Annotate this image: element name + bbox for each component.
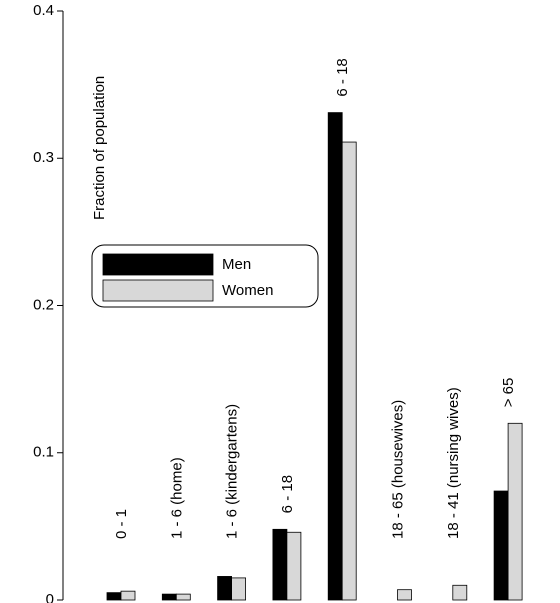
category-label: 0 - 1 — [113, 509, 130, 539]
bar — [493, 490, 509, 601]
legend-label: Men — [222, 256, 251, 273]
bar — [341, 141, 357, 601]
legend-label: Women — [222, 282, 273, 299]
bar — [507, 422, 523, 601]
category-label: 1 - 6 (kindergartens) — [224, 404, 241, 539]
bar — [327, 112, 343, 601]
bar — [175, 593, 191, 601]
legend-swatch — [102, 279, 214, 302]
y-tick-label: 0.3 — [33, 149, 54, 166]
bar — [231, 577, 247, 601]
y-tick-label: 0.4 — [33, 2, 54, 19]
bar — [106, 592, 122, 601]
bar — [286, 531, 302, 601]
category-label: 6 - 18 — [334, 58, 351, 96]
y-tick-label: 0 — [46, 591, 54, 603]
legend-swatch — [102, 253, 214, 276]
category-label: 6 - 18 — [279, 475, 296, 513]
y-tick-label: 0.1 — [33, 444, 54, 461]
category-label: > 65 — [500, 378, 517, 408]
bar — [161, 593, 177, 601]
y-axis-label: Fraction of population — [91, 76, 108, 220]
bar — [272, 528, 288, 601]
bar — [452, 584, 468, 601]
bar — [397, 589, 412, 601]
category-label: 18 - 65 (housewives) — [390, 400, 407, 539]
bar — [217, 576, 233, 601]
category-label: 1 - 6 (home) — [168, 457, 185, 539]
y-tick-label: 0.2 — [33, 296, 54, 313]
bar — [120, 590, 136, 601]
category-label: 18 - 41 (nursing wives) — [445, 387, 462, 539]
